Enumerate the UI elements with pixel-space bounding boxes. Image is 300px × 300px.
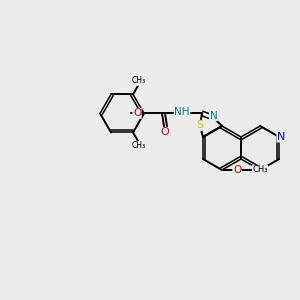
- Text: O: O: [160, 128, 169, 137]
- Text: NH: NH: [174, 107, 190, 117]
- Text: O: O: [233, 165, 241, 175]
- Text: CH₃: CH₃: [132, 141, 146, 150]
- Text: O: O: [133, 108, 141, 118]
- Text: CH₃: CH₃: [132, 76, 146, 85]
- Text: N: N: [209, 111, 217, 121]
- Text: N: N: [277, 132, 285, 142]
- Text: CH₃: CH₃: [252, 166, 268, 175]
- Text: S: S: [196, 120, 204, 130]
